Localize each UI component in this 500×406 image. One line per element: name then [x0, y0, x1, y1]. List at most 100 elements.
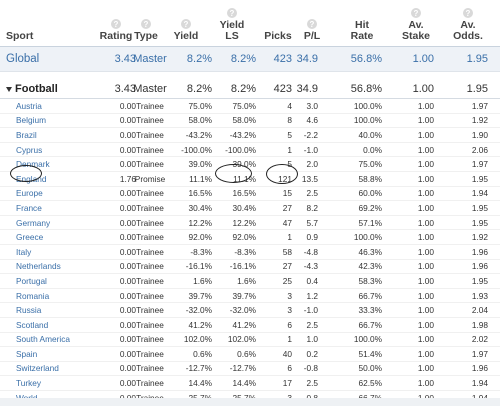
- help-icon[interactable]: ?: [111, 19, 121, 29]
- row-yield: 12.2%: [188, 217, 212, 228]
- table-row[interactable]: Denmark 0.00 Trainee 39.0% 39.0% 5 2.0 75.0% 1.0…: [0, 157, 500, 172]
- table-row[interactable]: Germany 0.00 Trainee 12.2% 12.2% 47 5.7 57.1% 1.…: [0, 216, 500, 231]
- table-row[interactable]: Portugal 0.00 Trainee 1.6% 1.6% 25 0.4 58.3% 1.0…: [0, 274, 500, 289]
- horizontal-scrollbar[interactable]: [0, 398, 500, 406]
- row-sport-link[interactable]: World: [16, 391, 106, 405]
- row-rating: 0.00: [119, 290, 136, 301]
- row-sport-link[interactable]: Greece: [16, 232, 44, 243]
- row-sport-link[interactable]: Romania: [16, 290, 50, 301]
- table-row[interactable]: Romania 0.00 Trainee 39.7% 39.7% 3 1.2 66.7% 1.0…: [0, 289, 500, 304]
- table-row[interactable]: Brazil 0.00 Trainee -43.2% -43.2% 5 -2.2 40.0% 1…: [0, 128, 500, 143]
- row-sport-link[interactable]: Portugal: [16, 275, 47, 286]
- row-sport-link[interactable]: Germany: [16, 217, 51, 228]
- row-sport-link[interactable]: France: [16, 202, 42, 213]
- table-row[interactable]: Belgium 0.00 Trainee 58.0% 58.0% 8 4.6 100.0% 1.…: [0, 114, 500, 129]
- header-picks[interactable]: Picks: [258, 0, 298, 46]
- row-sport-link[interactable]: Russia: [16, 305, 42, 316]
- row-stake: 1.00: [417, 319, 434, 330]
- header-yield-label: Yield: [173, 30, 199, 42]
- row-hit-rate: 62.5%: [358, 378, 382, 389]
- row-sport-link[interactable]: England: [16, 173, 47, 184]
- global-hit-rate: 56.8%: [350, 53, 382, 65]
- global-row[interactable]: Global 3.43 Master 8.2% 8.2% 423 34.9 56…: [0, 47, 500, 72]
- row-type: Trainee: [136, 144, 164, 155]
- table-row[interactable]: France 0.00 Trainee 30.4% 30.4% 27 8.2 69.2% 1.0…: [0, 201, 500, 216]
- row-hit-rate: 0.0%: [363, 144, 382, 155]
- row-sport-link[interactable]: Spain: [16, 348, 38, 359]
- table-row[interactable]: Netherlands 0.00 Trainee -16.1% -16.1% 27 -4.3…: [0, 260, 500, 275]
- header-hit-rate[interactable]: Hit Rate: [340, 0, 384, 46]
- table-row[interactable]: Europe 0.00 Trainee 16.5% 16.5% 15 2.5 60.0% 1.0…: [0, 187, 500, 202]
- header-pl[interactable]: ? P/L: [292, 0, 332, 46]
- football-picks: 423: [273, 83, 292, 95]
- row-sport-link[interactable]: South America: [16, 334, 70, 345]
- row-sport-link[interactable]: Belgium: [16, 115, 46, 126]
- row-yield-ls: 0.6%: [237, 348, 256, 359]
- row-odds: 1.95: [471, 173, 488, 184]
- row-odds: 1.96: [471, 261, 488, 272]
- row-type: Trainee: [136, 217, 164, 228]
- row-pl: 5.7: [306, 217, 318, 228]
- header-sport[interactable]: Sport: [6, 0, 46, 46]
- row-sport-link[interactable]: Europe: [16, 188, 43, 199]
- header-odds[interactable]: ? Av. Odds.: [446, 0, 490, 46]
- help-icon[interactable]: ?: [141, 19, 151, 29]
- row-pl: -4.3: [303, 261, 318, 272]
- row-sport-link[interactable]: Denmark: [16, 159, 50, 170]
- row-pl: 2.0: [306, 159, 318, 170]
- header-stake[interactable]: ? Av. Stake: [394, 0, 438, 46]
- row-sport-link[interactable]: Austria: [16, 100, 42, 111]
- row-sport-link[interactable]: Scotland: [16, 319, 49, 330]
- table-row[interactable]: Cyprus 0.00 Trainee -100.0% -100.0% 1 -1.0 0.0%…: [0, 143, 500, 158]
- row-sport-link[interactable]: Netherlands: [16, 261, 61, 272]
- row-sport-link[interactable]: Switzerland: [16, 363, 59, 374]
- global-sport[interactable]: Global: [6, 53, 40, 65]
- row-type: Trainee: [136, 100, 164, 111]
- help-icon[interactable]: ?: [181, 19, 191, 29]
- help-icon[interactable]: ?: [411, 8, 421, 18]
- table-row[interactable]: Spain 0.00 Trainee 0.6% 0.6% 40 0.2 51.4% 1.00 1.…: [0, 347, 500, 362]
- row-picks: 1: [287, 334, 292, 345]
- football-row[interactable]: Football 3.43 Master 8.2% 8.2% 423 34.9 …: [0, 80, 500, 99]
- help-icon[interactable]: ?: [227, 8, 237, 18]
- football-sport[interactable]: Football: [6, 80, 96, 98]
- row-stake: 1.00: [417, 202, 434, 213]
- row-type: Trainee: [136, 363, 164, 374]
- header-yield-ls[interactable]: ? Yield LS: [212, 0, 252, 46]
- table-row[interactable]: Russia 0.00 Trainee -32.0% -32.0% 3 -1.0 33.3% 1…: [0, 303, 500, 318]
- table-row[interactable]: Austria 0.00 Trainee 75.0% 75.0% 4 3.0 100.0% 1.…: [0, 99, 500, 114]
- row-rating: 0.00: [96, 391, 136, 405]
- row-stake: 1.00: [417, 129, 434, 140]
- header-yield[interactable]: ? Yield: [166, 0, 206, 46]
- row-type: Trainee: [136, 129, 164, 140]
- row-odds: 1.92: [471, 232, 488, 243]
- row-stake: 1.00: [417, 246, 434, 257]
- header-rating[interactable]: ? Rating: [96, 0, 136, 46]
- table-row[interactable]: Turkey 0.00 Trainee 14.4% 14.4% 17 2.5 62.5% 1.0…: [0, 376, 500, 391]
- row-picks: 6: [287, 363, 292, 374]
- row-odds: 1.97: [471, 159, 488, 170]
- table-row[interactable]: England 1.76 Promise 11.1% 11.1% 121 13.5 58.8%…: [0, 172, 500, 187]
- table-row[interactable]: Italy 0.00 Trainee -8.3% -8.3% 58 -4.8 46.3% 1.0…: [0, 245, 500, 260]
- row-odds: 1.94: [471, 188, 488, 199]
- row-type: Trainee: [136, 232, 164, 243]
- row-sport-link[interactable]: Italy: [16, 246, 32, 257]
- row-hit-rate: 66.7%: [334, 391, 382, 405]
- football-type: Master: [133, 83, 167, 95]
- table-row[interactable]: Greece 0.00 Trainee 92.0% 92.0% 1 0.9 100.0% 1.0…: [0, 230, 500, 245]
- row-sport-link[interactable]: Cyprus: [16, 144, 43, 155]
- help-icon[interactable]: ?: [463, 8, 473, 18]
- header-type[interactable]: ? Type: [126, 0, 166, 46]
- table-row[interactable]: Scotland 0.00 Trainee 41.2% 41.2% 6 2.5 66.7% 1.…: [0, 318, 500, 333]
- caret-down-icon[interactable]: [6, 86, 12, 92]
- header-yield-ls-label-2: LS: [225, 30, 239, 42]
- table-header: Sport ? Rating ? Type ? Yield ? Yield LS…: [0, 0, 500, 47]
- table-row[interactable]: South America 0.00 Trainee 102.0% 102.0% 1 1.0…: [0, 333, 500, 348]
- table-row[interactable]: Switzerland 0.00 Trainee -12.7% -12.7% 6 -0.8 5…: [0, 362, 500, 377]
- global-pl: 34.9: [296, 53, 318, 65]
- header-odds-label-2: Odds.: [453, 30, 483, 42]
- help-icon[interactable]: ?: [307, 19, 317, 29]
- row-sport-link[interactable]: Turkey: [16, 378, 42, 389]
- row-hit-rate: 58.8%: [358, 173, 382, 184]
- row-sport-link[interactable]: Brazil: [16, 129, 37, 140]
